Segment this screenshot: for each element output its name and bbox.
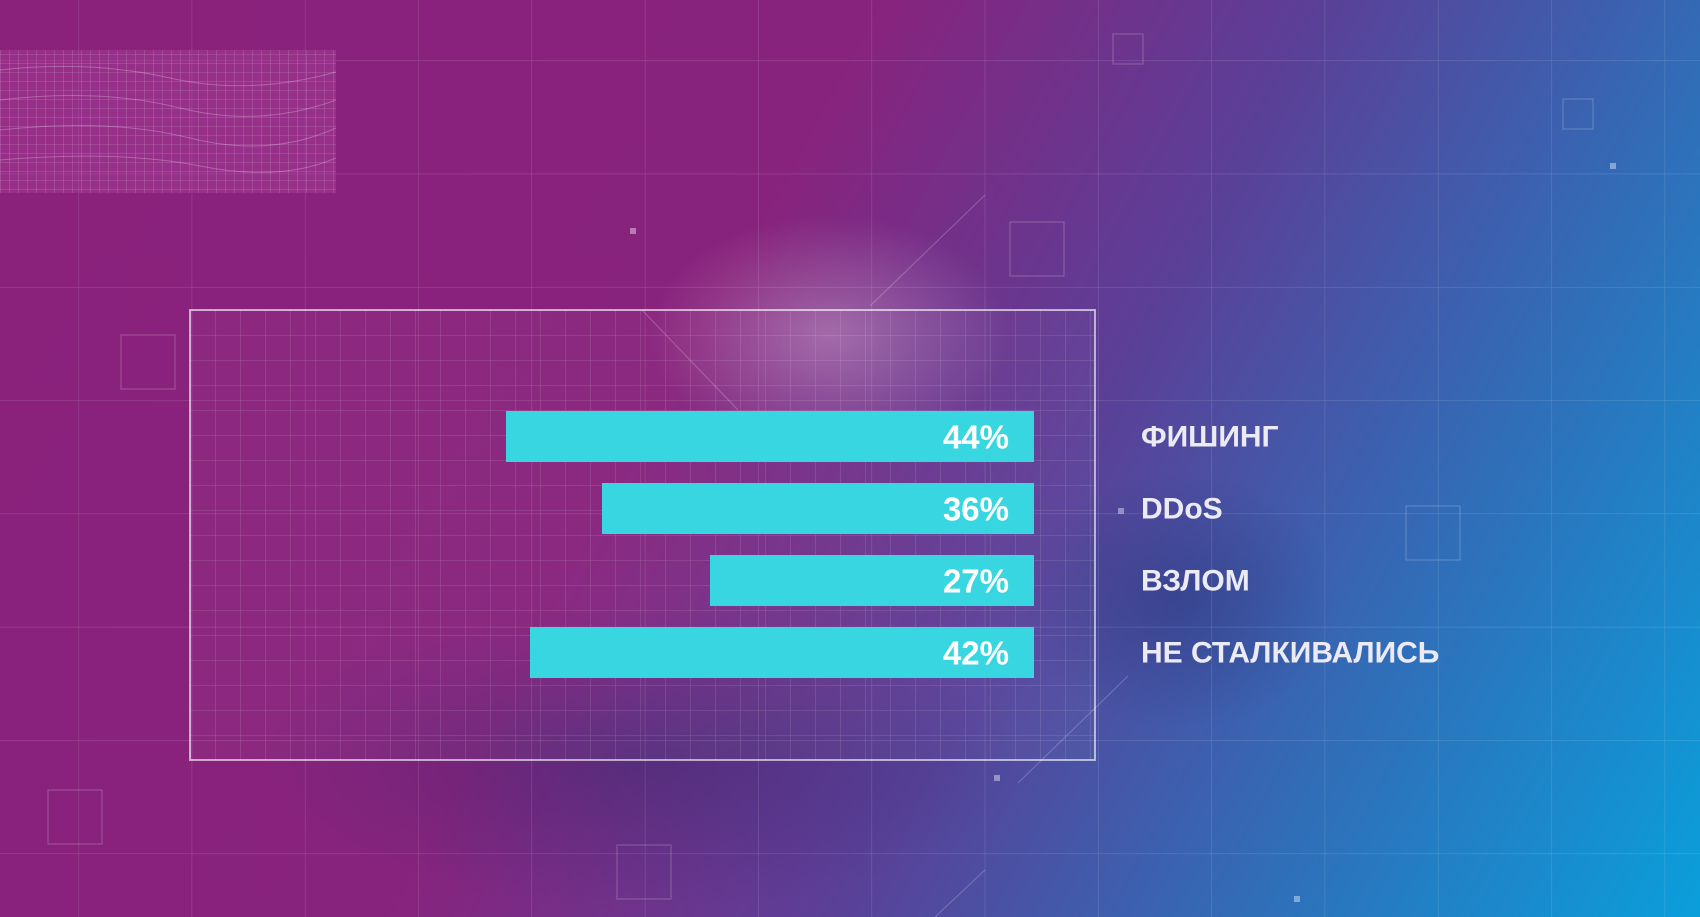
chart-frame-border xyxy=(189,309,1096,761)
chart-bars: 44% ФИШИНГ 36% DDoS 27% ВЗЛОМ 42% НЕ СТАЛКИВАЛИ… xyxy=(506,411,1439,678)
category-label-1: ФИШИНГ xyxy=(1141,421,1279,454)
deco-line xyxy=(934,869,986,917)
category-label-2: DDoS xyxy=(1141,493,1223,526)
bar-4 xyxy=(530,627,1034,678)
bar-value-label-2: 36% xyxy=(943,491,1009,528)
bar-value-label-3: 27% xyxy=(943,563,1009,600)
deco-square xyxy=(120,334,176,390)
category-label-4: НЕ СТАЛКИВАЛИСЬ xyxy=(1141,637,1439,670)
chart-frame xyxy=(189,309,1096,761)
bar-2 xyxy=(602,483,1034,534)
bar-value-label-4: 42% xyxy=(943,635,1009,672)
category-label-3: ВЗЛОМ xyxy=(1141,565,1250,598)
deco-square xyxy=(1112,33,1144,65)
decorative-dots xyxy=(630,163,1616,902)
deco-square xyxy=(1562,98,1594,130)
bar-3 xyxy=(710,555,1034,606)
deco-square xyxy=(616,844,672,900)
decorative-mesh xyxy=(0,50,337,193)
deco-square xyxy=(1009,221,1065,277)
deco-square xyxy=(47,789,103,845)
bar-1 xyxy=(506,411,1034,462)
chart-inner-grid xyxy=(190,310,1095,760)
deco-square xyxy=(1405,505,1461,561)
deco-line xyxy=(869,194,986,307)
bar-value-label-1: 44% xyxy=(943,419,1009,456)
